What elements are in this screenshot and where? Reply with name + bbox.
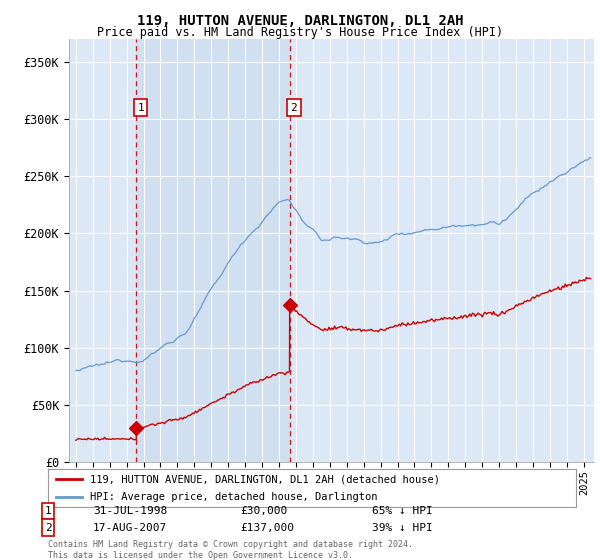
Point [285,301,295,310]
Text: 2: 2 [290,103,297,113]
Text: £137,000: £137,000 [240,522,294,533]
Text: Price paid vs. HM Land Registry's House Price Index (HPI): Price paid vs. HM Land Registry's House … [97,26,503,39]
Text: 1: 1 [137,103,144,113]
Text: 119, HUTTON AVENUE, DARLINGTON, DL1 2AH: 119, HUTTON AVENUE, DARLINGTON, DL1 2AH [137,14,463,28]
Bar [136,39,290,462]
Text: 17-AUG-2007: 17-AUG-2007 [93,522,167,533]
Text: HPI: Average price, detached house, Darlington: HPI: Average price, detached house, Darl… [90,492,378,502]
Text: 39% ↓ HPI: 39% ↓ HPI [372,522,433,533]
Text: 65% ↓ HPI: 65% ↓ HPI [372,506,433,516]
Text: 1: 1 [44,506,52,516]
Text: Contains HM Land Registry data © Crown copyright and database right 2024.
This d: Contains HM Land Registry data © Crown c… [48,540,413,560]
Text: 119, HUTTON AVENUE, DARLINGTON, DL1 2AH (detached house): 119, HUTTON AVENUE, DARLINGTON, DL1 2AH … [90,474,440,484]
Text: 2: 2 [44,522,52,533]
Point [131,423,141,432]
Text: £30,000: £30,000 [240,506,287,516]
Text: 31-JUL-1998: 31-JUL-1998 [93,506,167,516]
